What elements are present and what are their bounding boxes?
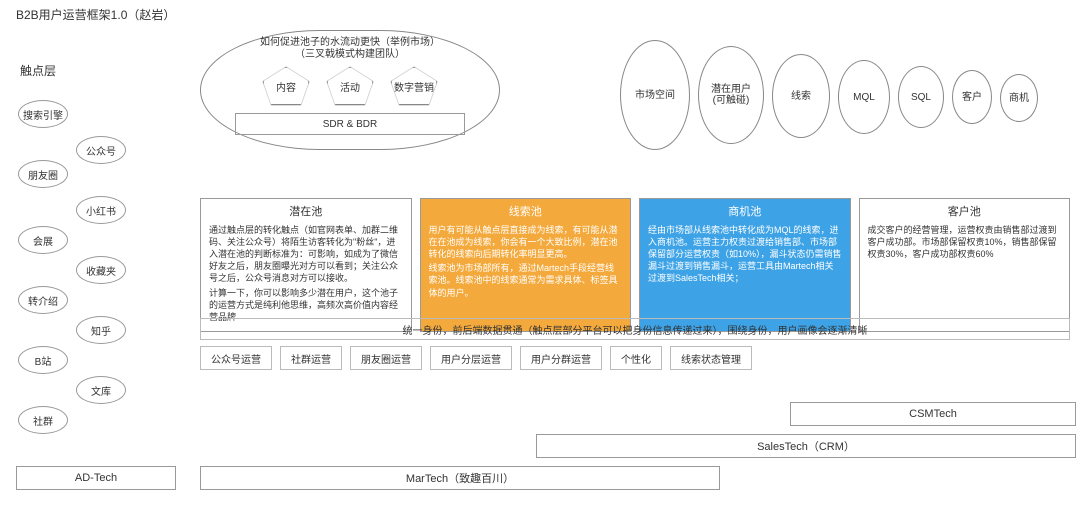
funnel-stage: 市场空间	[620, 40, 690, 150]
touchpoint-item: 会展	[18, 226, 68, 254]
pool-paragraph: 用户有可能从触点层直接成为线索，有可能从潜在在池成为线索，你会有一个大致比例，潜…	[429, 224, 623, 260]
segment-box: 用户分群运营	[520, 346, 602, 370]
touchpoint-item: 公众号	[76, 136, 126, 164]
pentagon: 活动	[327, 67, 373, 105]
touchpoint-item: 小红书	[76, 196, 126, 224]
pool-paragraph: 成交客户的经营管理，运营权责由销售部过渡到客户成功部。市场部保留权责10%，销售…	[868, 224, 1062, 260]
pool-card: 商机池经由市场部从线索池中转化成为MQL的线索，进入商机池。运营主力权责过渡给销…	[639, 198, 851, 332]
funnel-stage: SQL	[898, 66, 944, 128]
pool-paragraph: 经由市场部从线索池中转化成为MQL的线索，进入商机池。运营主力权责过渡给销售部、…	[648, 224, 842, 285]
funnel-ellipses: 市场空间潜在用户(可触碰)线索MQLSQL客户商机	[620, 40, 1080, 160]
pool-cards-row: 潜在池通过触点层的转化触点（如官网表单、加群二维码、关注公众号）将陌生访客转化为…	[200, 198, 1070, 332]
funnel-stage: 客户	[952, 70, 992, 124]
touchpoint-item: 收藏夹	[76, 256, 126, 284]
pentagon-row: 内容活动数字营销	[263, 67, 437, 105]
touchpoint-item: 转介绍	[18, 286, 68, 314]
segment-box: 社群运营	[280, 346, 342, 370]
pentagon: 内容	[263, 67, 309, 105]
pentagon-wrap: 活动	[327, 67, 373, 105]
identity-strip: 统一身份，前后端数据贯通（触点层部分平台可以把身份信息传递过来），围绕身份，用户…	[200, 318, 1070, 340]
segment-box: 用户分层运营	[430, 346, 512, 370]
adtech-bar: AD-Tech	[16, 466, 176, 490]
trigeminal-caption-line2: （三叉戟模式构建团队）	[260, 49, 440, 61]
trigeminal-caption-line1: 如何促进池子的水流动更快（举例市场）	[260, 37, 440, 49]
touchpoint-item: B站	[18, 346, 68, 374]
pool-title: 线索池	[429, 205, 623, 220]
funnel-stage: 潜在用户(可触碰)	[698, 46, 764, 144]
touchpoint-item: 搜索引擎	[18, 100, 68, 128]
touchpoint-item: 文库	[76, 376, 126, 404]
segment-box: 个性化	[610, 346, 662, 370]
sdr-bdr-bar: SDR & BDR	[235, 113, 465, 135]
pentagon: 数字营销	[391, 67, 437, 105]
pool-paragraph: 通过触点层的转化触点（如官网表单、加群二维码、关注公众号）将陌生访客转化为"粉丝…	[209, 224, 403, 285]
funnel-stage: MQL	[838, 60, 890, 134]
pool-card: 客户池成交客户的经营管理，运营权责由销售部过渡到客户成功部。市场部保留权责10%…	[859, 198, 1071, 332]
trigeminal-caption: 如何促进池子的水流动更快（举例市场） （三叉戟模式构建团队）	[260, 37, 440, 61]
pentagon-wrap: 数字营销	[391, 67, 437, 105]
touchpoint-column: 搜索引擎公众号朋友圈小红书会展收藏夹转介绍知乎 B站文库社群	[14, 100, 164, 440]
segment-boxes-row: 公众号运营社群运营朋友圈运营用户分层运营用户分群运营个性化线索状态管理	[200, 346, 1070, 370]
funnel-stage: 商机	[1000, 74, 1038, 122]
pool-paragraph: 线索池为市场部所有，通过Martech手段经营线索池。线索池中的线索通常为需求具…	[429, 262, 623, 298]
martech-bar: MarTech（致趣百川）	[200, 466, 720, 490]
salestech-bar: SalesTech（CRM）	[536, 434, 1076, 458]
touchpoint-item: 社群	[18, 406, 68, 434]
pool-card: 潜在池通过触点层的转化触点（如官网表单、加群二维码、关注公众号）将陌生访客转化为…	[200, 198, 412, 332]
segment-box: 线索状态管理	[670, 346, 752, 370]
segment-box: 朋友圈运营	[350, 346, 422, 370]
segment-box: 公众号运营	[200, 346, 272, 370]
touchpoint-item: 知乎	[76, 316, 126, 344]
csmtech-bar: CSMTech	[790, 402, 1076, 426]
funnel-stage: 线索	[772, 54, 830, 138]
pool-title: 潜在池	[209, 205, 403, 220]
touchpoint-layer-label: 触点层	[20, 62, 56, 79]
trigeminal-team-box: 如何促进池子的水流动更快（举例市场） （三叉戟模式构建团队） 内容活动数字营销 …	[200, 30, 500, 150]
pentagon-wrap: 内容	[263, 67, 309, 105]
page-title: B2B用户运营框架1.0（赵岩）	[16, 6, 175, 23]
pool-title: 客户池	[868, 205, 1062, 220]
pool-title: 商机池	[648, 205, 842, 220]
touchpoint-item: 朋友圈	[18, 160, 68, 188]
pool-card: 线索池用户有可能从触点层直接成为线索，有可能从潜在在池成为线索，你会有一个大致比…	[420, 198, 632, 332]
